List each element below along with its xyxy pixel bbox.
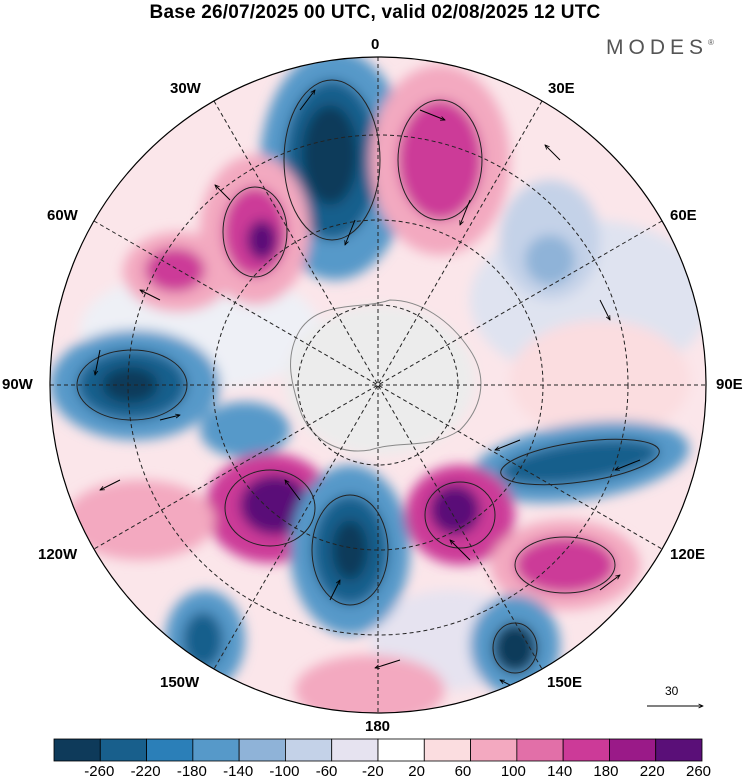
label-150w: 150W bbox=[160, 674, 200, 691]
label-180: 180 bbox=[365, 718, 391, 735]
colorbar-swatch bbox=[516, 738, 564, 762]
colorbar-tick-label: -60 bbox=[315, 763, 338, 780]
colorbar-tick-label: 60 bbox=[454, 763, 472, 780]
colorbar-swatch bbox=[285, 738, 333, 762]
colorbar-tick-label: -20 bbox=[362, 763, 384, 780]
colorbar-swatch bbox=[238, 738, 286, 762]
label-90e: 90E bbox=[716, 376, 743, 393]
colorbar-tick-label: -140 bbox=[223, 763, 254, 780]
colorbar-swatch bbox=[562, 738, 610, 762]
graticule bbox=[50, 57, 706, 713]
colorbar-tick-label: 20 bbox=[408, 763, 425, 780]
colorbar-tick-label: -220 bbox=[130, 763, 161, 780]
antarctic-coastline bbox=[290, 299, 482, 452]
contour-lines bbox=[76, 79, 660, 674]
anomaly-field bbox=[50, 57, 706, 713]
label-150e: 150E bbox=[547, 674, 583, 691]
registered-mark: ® bbox=[708, 38, 714, 47]
colorbar-tick-label: 220 bbox=[639, 763, 665, 780]
colorbar-swatch bbox=[99, 738, 147, 762]
colorbar-swatch bbox=[655, 738, 703, 762]
colorbar-swatch bbox=[609, 738, 657, 762]
colorbar-tick-label: 100 bbox=[500, 763, 526, 780]
colorbar-swatch bbox=[53, 738, 101, 762]
colorbar-tick-label: -180 bbox=[176, 763, 207, 780]
colorbar-swatch bbox=[470, 738, 518, 762]
colorbar-swatch bbox=[423, 738, 471, 762]
modes-logo: MODES® bbox=[606, 36, 714, 59]
colorbar-tick-label: -100 bbox=[269, 763, 300, 780]
map-title: Base 26/07/2025 00 UTC, valid 02/08/2025… bbox=[149, 2, 601, 23]
colorbar-tick-label: 180 bbox=[593, 763, 619, 780]
label-0: 0 bbox=[371, 36, 380, 53]
colorbar-swatch bbox=[331, 738, 379, 762]
label-30e: 30E bbox=[548, 80, 575, 97]
colorbar-swatch bbox=[146, 738, 194, 762]
colorbar-tick-label: 140 bbox=[547, 763, 573, 780]
label-30w: 30W bbox=[170, 80, 201, 97]
colorbar-swatch bbox=[192, 738, 240, 762]
map-border bbox=[49, 56, 707, 714]
colorbar bbox=[53, 738, 703, 762]
label-60w: 60W bbox=[47, 207, 78, 224]
reference-vector-label: 30 bbox=[665, 684, 679, 698]
colorbar-swatch bbox=[377, 738, 425, 762]
label-60e: 60E bbox=[670, 207, 697, 224]
colorbar-tick-label: -260 bbox=[84, 763, 115, 780]
label-90w: 90W bbox=[2, 376, 33, 393]
label-120w: 120W bbox=[38, 546, 78, 563]
colorbar-tick-label: 260 bbox=[686, 763, 712, 780]
label-120e: 120E bbox=[670, 546, 706, 563]
